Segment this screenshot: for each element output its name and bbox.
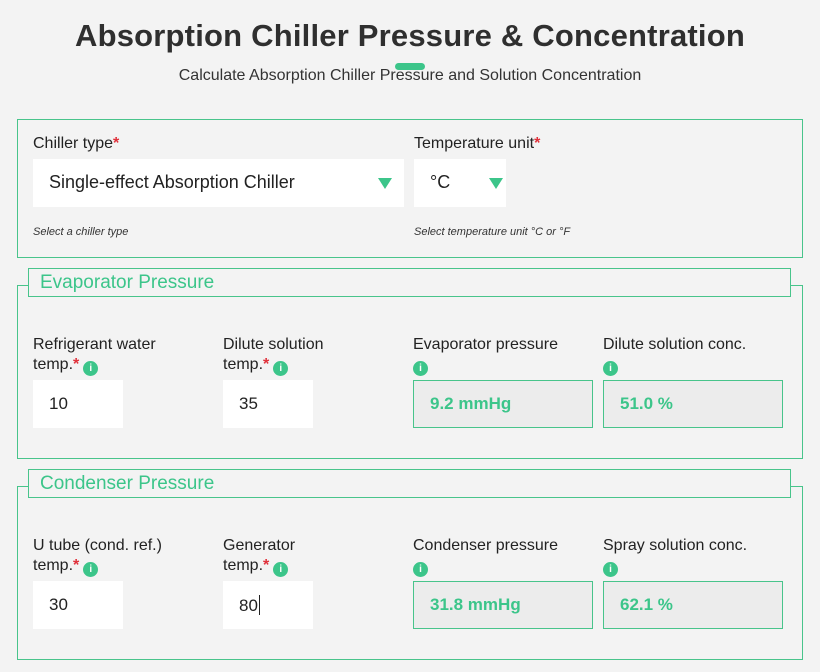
dilute-solution-temp-input[interactable]: 35	[223, 380, 313, 428]
generator-temp-input[interactable]: 80	[223, 581, 313, 629]
evaporator-pressure-label: Evaporator pressure i	[413, 336, 558, 376]
required-mark: *	[73, 356, 80, 373]
info-icon[interactable]: i	[413, 361, 428, 376]
generator-temp-value: 80	[239, 596, 258, 615]
dilute-solution-temp-label: Dilute solution temp.* i	[223, 336, 324, 376]
evaporator-pressure-output: 9.2 mmHg	[413, 380, 593, 428]
required-mark: *	[534, 135, 541, 152]
dilute-solution-conc-label: Dilute solution conc. i	[603, 336, 747, 376]
page-subtitle: Calculate Absorption Chiller Pressure an…	[178, 67, 642, 84]
temperature-unit-select[interactable]: °C	[414, 159, 506, 207]
spray-solution-conc-label: Spray solution conc. i	[603, 537, 748, 577]
temperature-unit-label: Temperature unit*	[414, 135, 541, 152]
info-icon[interactable]: i	[83, 361, 99, 376]
refrigerant-water-temp-label: Refrigerant water temp.* i	[33, 336, 156, 376]
chevron-down-icon	[489, 178, 503, 189]
required-mark: *	[263, 557, 270, 574]
u-tube-temp-input[interactable]: 30	[33, 581, 123, 629]
chiller-type-help: Select a chiller type	[33, 226, 129, 238]
text-cursor	[258, 595, 260, 615]
condenser-panel	[17, 486, 803, 660]
spray-solution-conc-output: 62.1 %	[603, 581, 783, 629]
condenser-legend: Condenser Pressure	[28, 469, 791, 498]
temperature-unit-value: °C	[430, 172, 451, 192]
info-icon[interactable]: i	[603, 361, 618, 376]
generator-temp-label: Generator temp.* i	[223, 537, 296, 577]
required-mark: *	[113, 135, 120, 152]
info-icon[interactable]: i	[413, 562, 428, 577]
chiller-type-select[interactable]: Single-effect Absorption Chiller	[33, 159, 404, 207]
temperature-unit-help: Select temperature unit °C or °F	[414, 226, 571, 238]
info-icon[interactable]: i	[603, 562, 618, 577]
u-tube-temp-label: U tube (cond. ref.) temp.* i	[33, 537, 162, 577]
chiller-type-value: Single-effect Absorption Chiller	[49, 172, 295, 192]
required-mark: *	[73, 557, 80, 574]
required-mark: *	[263, 356, 270, 373]
evaporator-panel	[17, 285, 803, 459]
condenser-pressure-output: 31.8 mmHg	[413, 581, 593, 629]
chiller-type-label: Chiller type*	[33, 135, 120, 152]
info-icon[interactable]: i	[83, 562, 99, 577]
condenser-pressure-label: Condenser pressure i	[413, 537, 558, 577]
chevron-down-icon	[378, 178, 392, 189]
info-icon[interactable]: i	[273, 361, 289, 376]
refrigerant-water-temp-input[interactable]: 10	[33, 380, 123, 428]
dilute-solution-conc-output: 51.0 %	[603, 380, 783, 428]
info-icon[interactable]: i	[273, 562, 289, 577]
page-title: Absorption Chiller Pressure & Concentrat…	[74, 18, 746, 53]
evaporator-legend: Evaporator Pressure	[28, 268, 791, 297]
title-accent-bar	[395, 63, 425, 70]
